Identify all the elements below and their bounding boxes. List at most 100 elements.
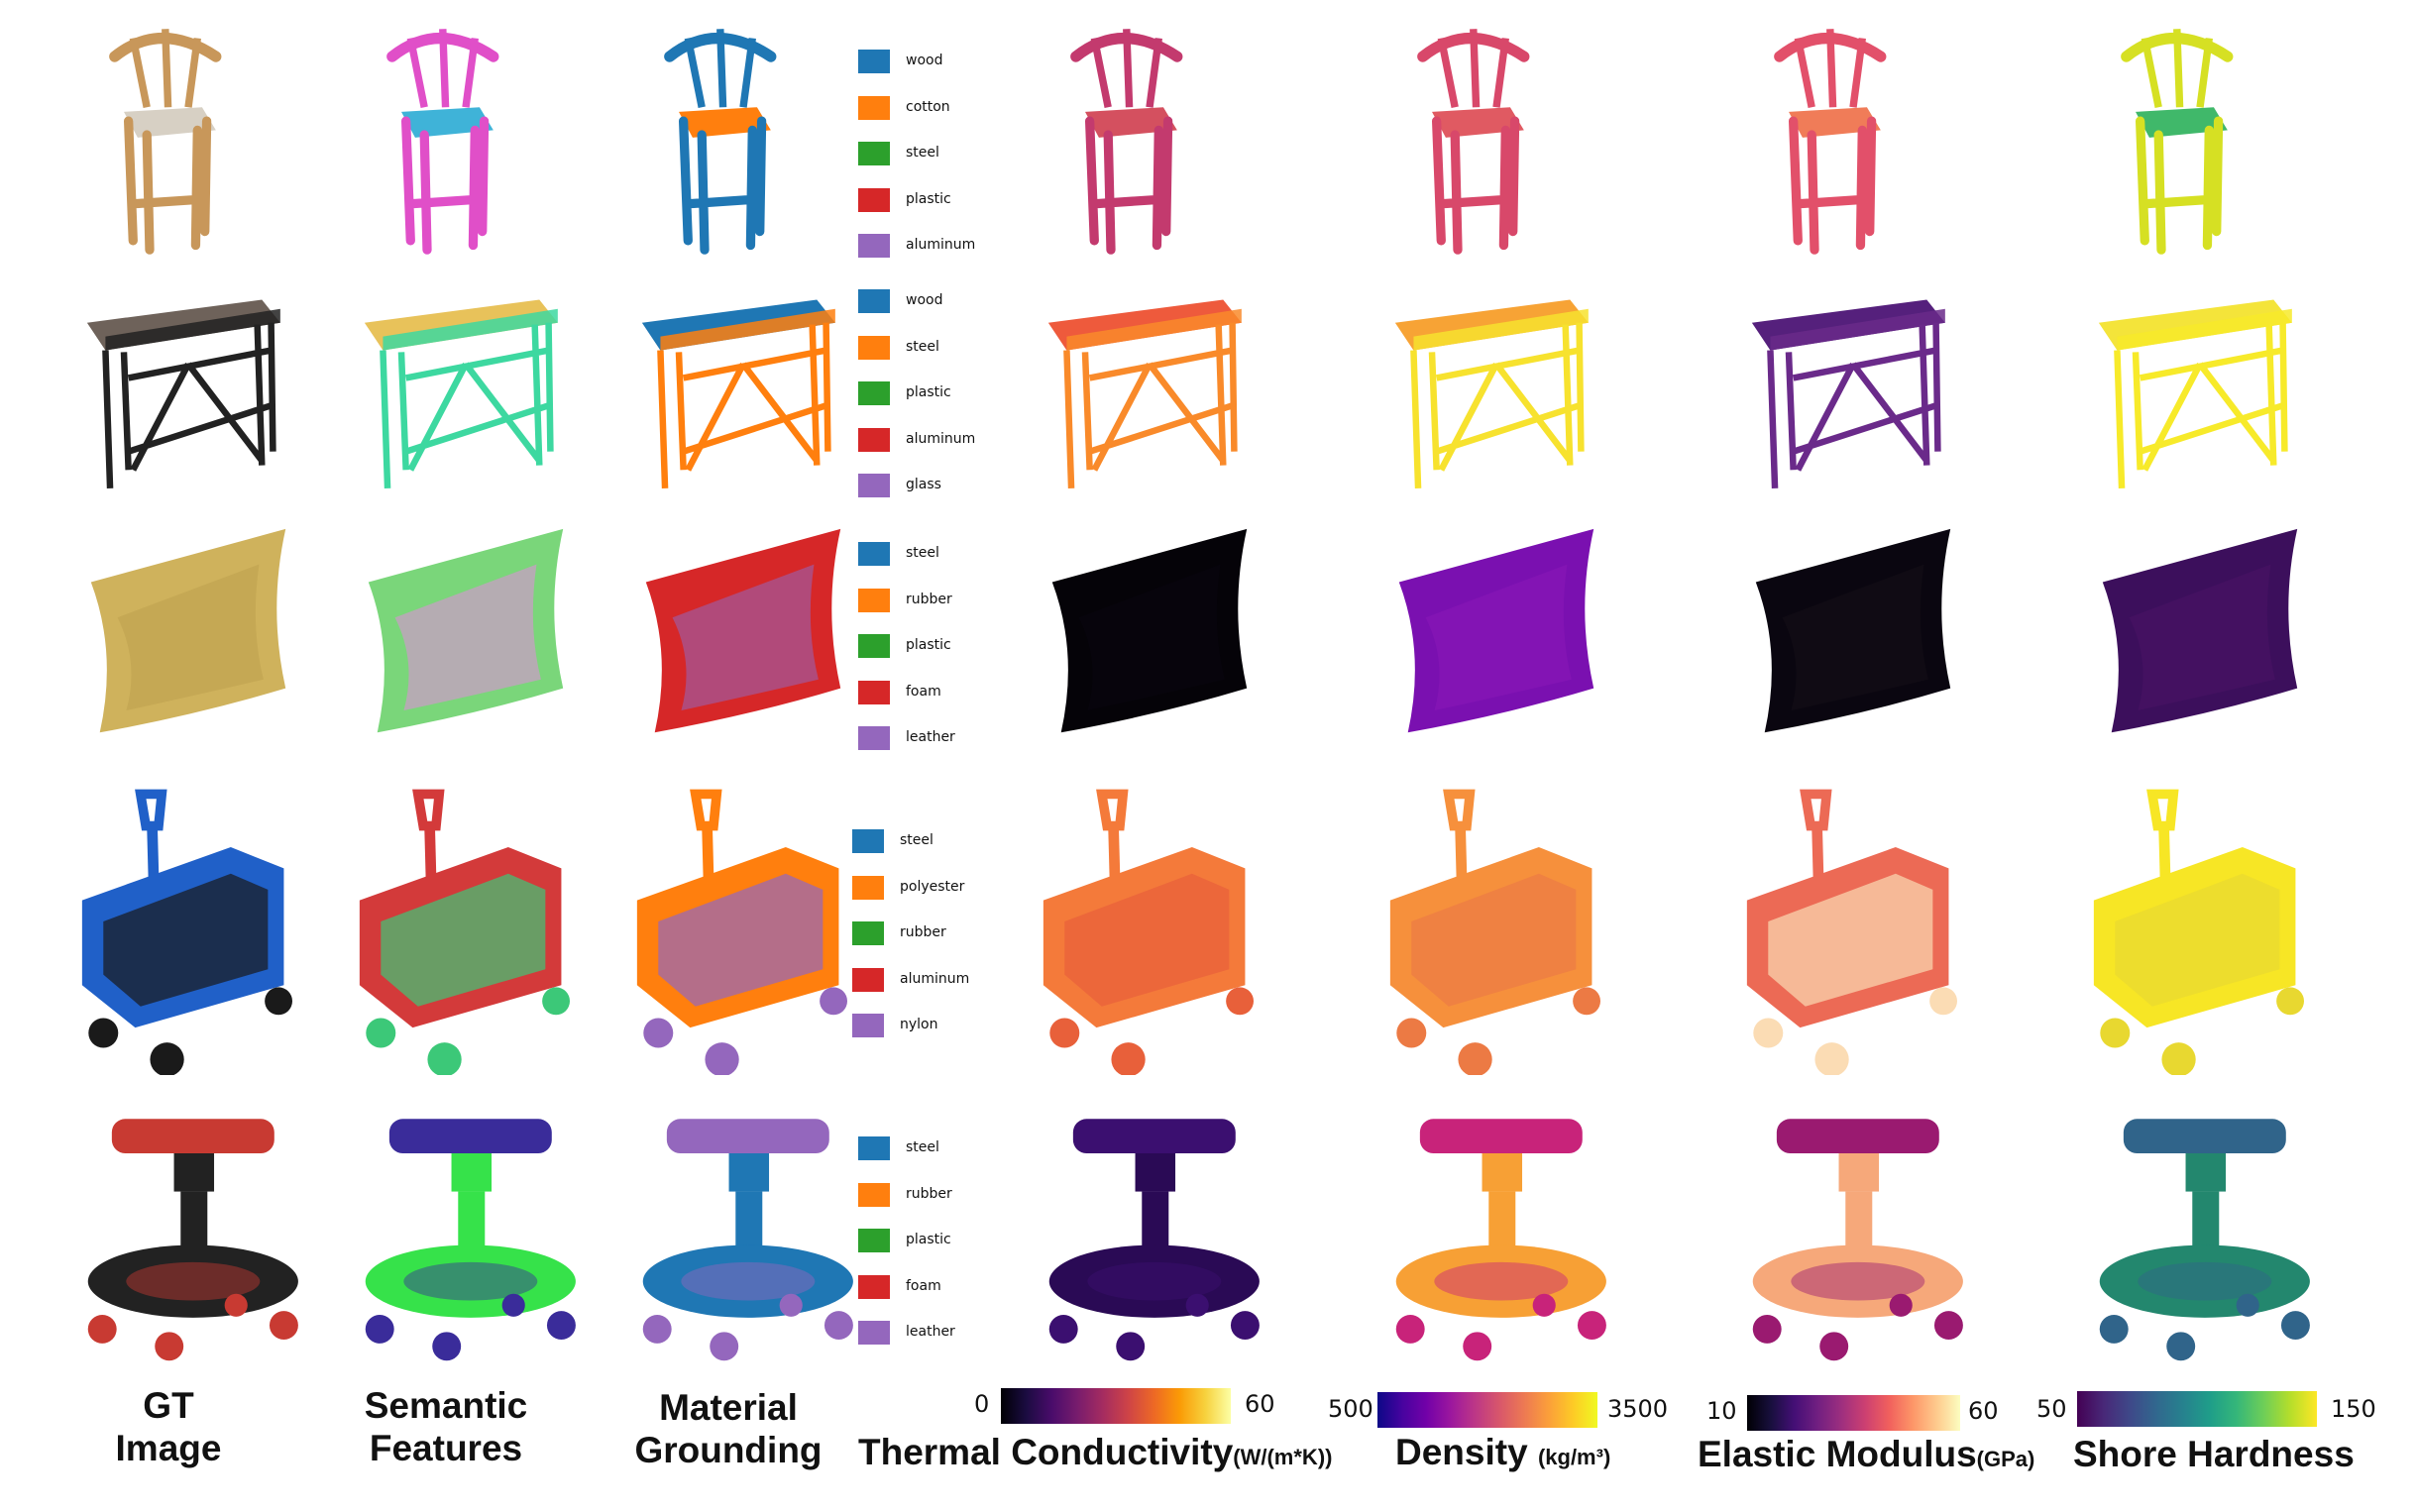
desk-density-render (1348, 268, 1645, 525)
colorbar-thermal-unit: (W/(m*K)) (1233, 1445, 1333, 1469)
legend-label: wood (906, 53, 943, 68)
legend-item: rubber (852, 919, 991, 947)
legend-item: plastic (858, 1227, 997, 1254)
column-label-semantic-features-text: Semantic Features (364, 1385, 528, 1468)
colorbar-hardness-min: 50 (2036, 1395, 2067, 1423)
pillow-gt-render (40, 520, 337, 768)
chair-material-render (595, 20, 892, 277)
colorbar-elastic-title-text: Elastic Modulus (1698, 1434, 1977, 1474)
legend-label: rubber (900, 924, 946, 940)
legend-label: leather (906, 729, 955, 745)
chair-semantic-shape (386, 29, 499, 255)
stool-material-render (595, 1100, 892, 1367)
stool-elastic-render (1704, 1100, 2002, 1367)
colorbar-density-min: 500 (1328, 1395, 1373, 1423)
stool-density-shape (1395, 1119, 1606, 1361)
chair-density-shape (1417, 29, 1530, 255)
legend-item: steel (858, 1134, 997, 1162)
desk-elastic-render (1704, 268, 2002, 525)
pillow-elastic-render (1704, 520, 2002, 768)
column-label-material-grounding-text: Material Grounding (634, 1387, 823, 1470)
legend-item: aluminum (858, 232, 997, 260)
wagon-density-render (1348, 768, 1645, 1075)
colorbar-thermal-min: 0 (974, 1390, 990, 1418)
legend-swatch (858, 726, 890, 750)
legend-label: nylon (900, 1017, 938, 1032)
stool-material-shape (642, 1119, 853, 1361)
chair-thermal-render (1001, 20, 1298, 277)
colorbar-thermal-gradient (1001, 1388, 1231, 1424)
pillow-hardness-shape (2102, 528, 2298, 733)
pillow-material-render (595, 520, 892, 768)
chair-gt-render (40, 20, 337, 277)
legend-swatch (852, 967, 884, 992)
legend-label: foam (906, 1277, 941, 1294)
column-label-gt-image: GT Image (89, 1384, 248, 1469)
pillow-semantic-shape (368, 528, 564, 733)
chair-hardness-shape (2121, 29, 2234, 255)
colorbar-density-unit: (kg/m³) (1537, 1445, 1611, 1469)
wagon-elastic-render (1704, 768, 2002, 1075)
legend-item: wood (858, 287, 997, 315)
legend-item: steel (858, 540, 997, 568)
wagon-hardness-shape (2093, 789, 2304, 1075)
desk-gt-shape (86, 299, 280, 488)
colorbar-elastic-title: Elastic Modulus(GPa) (1698, 1434, 2034, 1475)
chair-semantic-render (317, 20, 614, 277)
chair-density-render (1348, 20, 1645, 277)
wagon-thermal-shape (1043, 789, 1254, 1075)
stool-semantic-render (317, 1100, 614, 1367)
legend-item: rubber (858, 1181, 997, 1209)
legend-swatch (852, 921, 884, 945)
legend-swatch (858, 1136, 890, 1160)
legend-swatch (858, 542, 890, 566)
legend-label: aluminum (900, 970, 970, 987)
desk-gt-render (40, 268, 337, 525)
legend-label: rubber (906, 1185, 952, 1202)
colorbar-thermal-title: Thermal Conductivity(W/(m*K)) (858, 1432, 1332, 1473)
desk-density-shape (1394, 299, 1589, 488)
legend-label: cotton (906, 98, 950, 115)
legend-label: steel (906, 145, 939, 161)
colorbar-elastic-gradient (1747, 1395, 1960, 1431)
legend-item: steel (858, 334, 997, 362)
legend-swatch (858, 142, 890, 165)
stool-gt-shape (87, 1119, 298, 1361)
desk-hardness-shape (2098, 299, 2292, 488)
colorbar-density-title-text: Density (1395, 1432, 1538, 1472)
stool-density-render (1348, 1100, 1645, 1367)
chair-gt-shape (109, 29, 222, 255)
colorbar-hardness-max: 150 (2331, 1395, 2376, 1423)
desk-semantic-shape (364, 299, 558, 488)
legend-swatch (858, 50, 890, 73)
legend-swatch (858, 427, 890, 452)
colorbar-hardness-gradient (2077, 1391, 2317, 1427)
legend-item: leather (858, 1319, 997, 1347)
stool-thermal-render (1001, 1100, 1298, 1367)
legend-label: plastic (906, 384, 951, 400)
colorbar-thermal-max: 60 (1245, 1390, 1275, 1418)
stool-semantic-shape (365, 1119, 576, 1361)
wagon-material-render (595, 768, 892, 1075)
legend-label: plastic (906, 190, 951, 207)
stool-thermal-shape (1048, 1119, 1260, 1361)
legend-swatch (858, 1229, 890, 1252)
chair-elastic-render (1704, 20, 2002, 277)
stool-hardness-render (2051, 1100, 2349, 1367)
colorbar-elastic-max: 60 (1968, 1397, 1999, 1425)
pillow-elastic-shape (1755, 528, 1951, 733)
stool-hardness-shape (2099, 1119, 2310, 1361)
legend-swatch (858, 1321, 890, 1345)
legend-swatch (858, 1274, 890, 1299)
legend-item: rubber (858, 587, 997, 614)
wagon-material-shape (636, 789, 847, 1075)
colorbar-density-max: 3500 (1607, 1395, 1669, 1423)
legend-label: foam (906, 683, 941, 700)
wagon-gt-render (40, 768, 337, 1075)
wagon-density-shape (1389, 789, 1600, 1075)
legend-item: leather (858, 724, 997, 752)
wagon-elastic-shape (1746, 789, 1957, 1075)
legend-swatch (858, 289, 890, 313)
legend-label: steel (906, 545, 939, 561)
colorbar-thermal-title-text: Thermal Conductivity (858, 1432, 1234, 1472)
